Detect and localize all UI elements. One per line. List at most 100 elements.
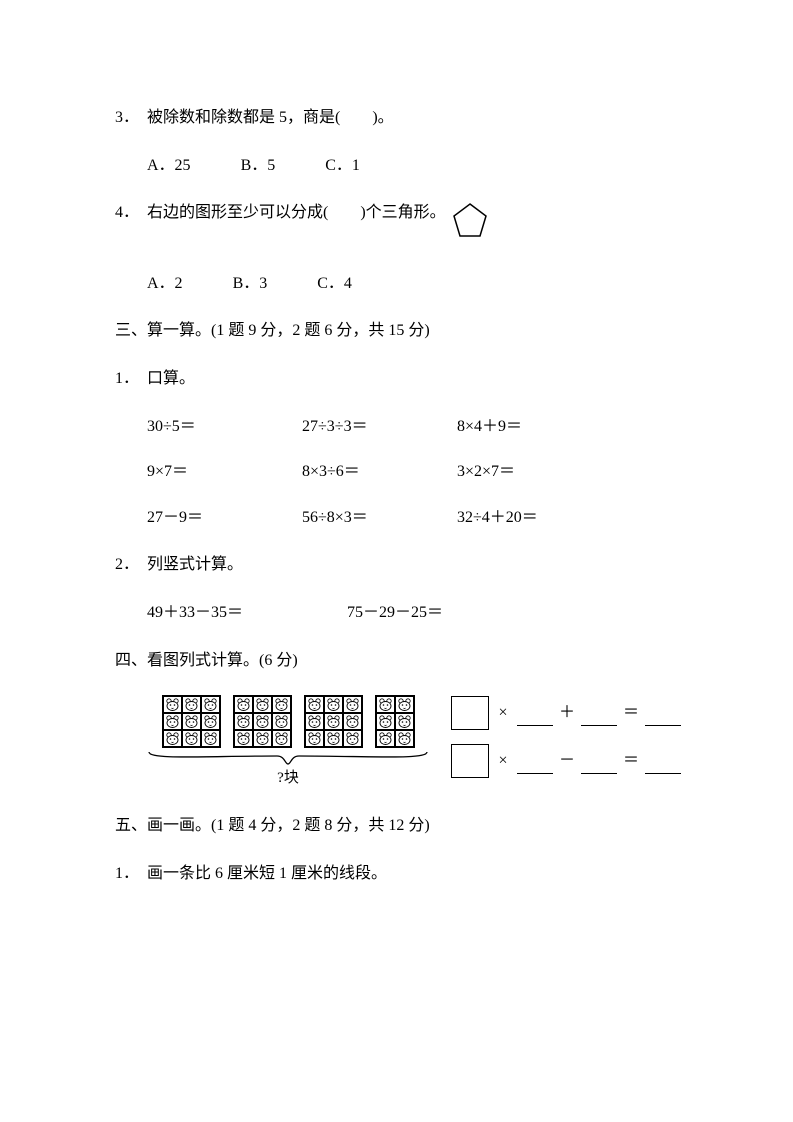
block-cell [324,696,343,713]
blocks-figure: ?块 [147,695,429,790]
block-cell [376,730,395,747]
calc-cell: 30÷5＝ [147,414,302,440]
q4-opt-b: B．3 [233,271,268,297]
block-cell [163,713,182,730]
s3-q2-label: 列竖式计算。 [147,552,243,578]
calc-row-2: 9×7＝ 8×3÷6＝ 3×2×7＝ [147,459,678,485]
block-cell [324,730,343,747]
block-cell [395,696,414,713]
blank-underline [517,749,553,774]
s3-q2-number: 2． [115,552,147,578]
q4-number: 4． [115,200,147,226]
block-cell [305,713,324,730]
block-cell [182,713,201,730]
section-5-head: 五、画一画。(1 题 4 分，2 题 8 分，共 12 分) [115,813,678,839]
question-4: 4． 右边的图形至少可以分成( )个三角形。 [115,200,678,249]
blank-underline [581,701,617,726]
s3-q1-number: 1． [115,366,147,392]
s5-q1-number: 1． [115,861,147,887]
block-cell [234,696,253,713]
block-cell [343,713,362,730]
q3-number: 3． [115,105,147,131]
section-3-head: 三、算一算。(1 题 9 分，2 题 6 分，共 15 分) [115,318,678,344]
mental-calc-grid: 30÷5＝ 27÷3÷3＝ 8×4＋9＝ 9×7＝ 8×3÷6＝ 3×2×7＝ … [115,414,678,531]
pentagon-icon [450,200,490,249]
q3-options: A．25 B．5 C．1 [115,153,678,179]
q3-opt-c: C．1 [325,153,360,179]
question-3: 3． 被除数和除数都是 5，商是( )。 [115,105,678,131]
block-cell [272,713,291,730]
eq-line-2: × － ＝ [447,743,685,779]
vertical-calc-row: 49＋33－35＝ 75－29－25＝ [115,600,678,626]
s5-q1: 1． 画一条比 6 厘米短 1 厘米的线段。 [115,861,678,887]
calc-cell: 3×2×7＝ [457,459,612,485]
block-cell [395,730,414,747]
block-cell [253,696,272,713]
op-times: × [493,748,513,774]
block-3x3 [162,695,221,748]
vert-item-1: 49＋33－35＝ [147,600,347,626]
block-cell [234,713,253,730]
op-eq: ＝ [621,700,641,726]
block-cell [376,713,395,730]
block-cell [343,696,362,713]
block-cell [395,713,414,730]
block-cell [272,696,291,713]
op-times: × [493,700,513,726]
block-cell [253,713,272,730]
q4-opt-a: A．2 [147,271,183,297]
q3-opt-a: A．25 [147,153,191,179]
calc-cell: 27－9＝ [147,505,302,531]
block-cell [272,730,291,747]
block-cell [343,730,362,747]
blank-underline [517,701,553,726]
blank-box [451,696,489,730]
block-cell [201,730,220,747]
calc-row-3: 27－9＝ 56÷8×3＝ 32÷4＋20＝ [147,505,678,531]
block-cell [376,696,395,713]
blank-underline [645,749,681,774]
s3-q2: 2． 列竖式计算。 [115,552,678,578]
op-minus: － [557,748,577,774]
calc-cell: 32÷4＋20＝ [457,505,612,531]
q4-options: A．2 B．3 C．4 [115,271,678,297]
q4-opt-c: C．4 [317,271,352,297]
block-cell [305,730,324,747]
section-4-head: 四、看图列式计算。(6 分) [115,648,678,674]
calc-cell: 9×7＝ [147,459,302,485]
block-3x3 [233,695,292,748]
calc-row-1: 30÷5＝ 27÷3÷3＝ 8×4＋9＝ [147,414,678,440]
block-cell [305,696,324,713]
block-cell [163,730,182,747]
op-eq: ＝ [621,748,641,774]
s3-q1: 1． 口算。 [115,366,678,392]
figure-equation-row: ?块 × ＋ ＝ × － ＝ [115,695,678,791]
block-cell [253,730,272,747]
q3-text: 被除数和除数都是 5，商是( )。 [147,105,394,131]
equation-area: × ＋ ＝ × － ＝ [447,695,685,791]
block-2x3 [375,695,415,748]
exam-page: 3． 被除数和除数都是 5，商是( )。 A．25 B．5 C．1 4． 右边的… [0,0,793,886]
vert-item-2: 75－29－25＝ [347,600,547,626]
calc-cell: 8×4＋9＝ [457,414,612,440]
block-cell [201,713,220,730]
block-cell [182,730,201,747]
calc-cell: 27÷3÷3＝ [302,414,457,440]
brace-icon [147,750,429,766]
s3-q1-label: 口算。 [147,366,195,392]
block-cell [163,696,182,713]
block-cell [182,696,201,713]
block-cell [234,730,253,747]
block-cell [201,696,220,713]
calc-cell: 56÷8×3＝ [302,505,457,531]
blank-underline [581,749,617,774]
op-plus: ＋ [557,700,577,726]
blocks-caption: ?块 [277,766,299,790]
eq-line-1: × ＋ ＝ [447,695,685,731]
brace-wrap: ?块 [147,750,429,790]
blocks-top [162,695,415,748]
s5-q1-text: 画一条比 6 厘米短 1 厘米的线段。 [147,861,387,887]
block-3x3 [304,695,363,748]
blank-underline [645,701,681,726]
block-cell [324,713,343,730]
